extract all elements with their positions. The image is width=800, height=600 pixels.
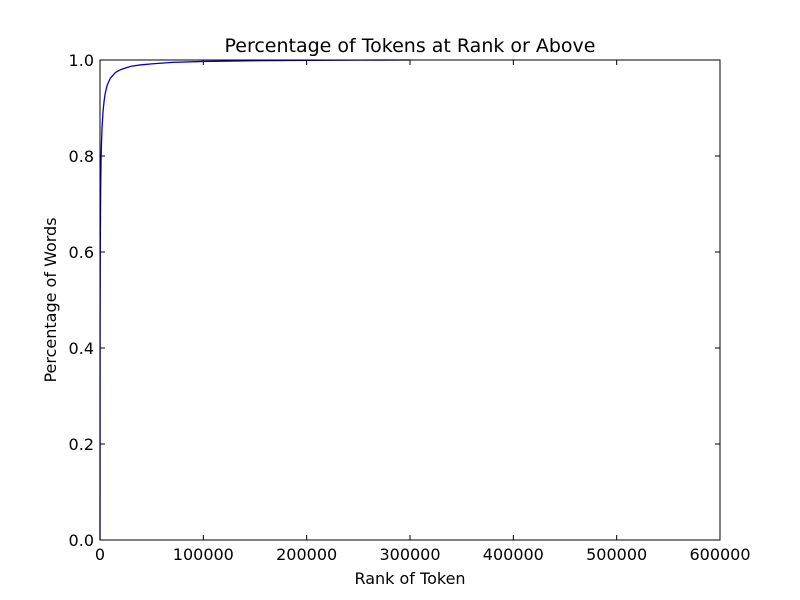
x-tick-label: 300000 xyxy=(379,545,440,564)
x-tick-label: 100000 xyxy=(173,545,234,564)
x-tick-label: 400000 xyxy=(483,545,544,564)
x-tick-label: 200000 xyxy=(276,545,337,564)
x-axis-label: Rank of Token xyxy=(354,569,465,588)
y-tick-label: 0.2 xyxy=(69,435,94,454)
x-tick-label: 600000 xyxy=(689,545,750,564)
y-tick-label: 0.8 xyxy=(69,147,94,166)
y-tick-label: 0.6 xyxy=(69,243,94,262)
chart-title: Percentage of Tokens at Rank or Above xyxy=(224,35,595,57)
series-line xyxy=(99,59,411,541)
y-tick-label: 1.0 xyxy=(69,51,94,70)
plot-frame xyxy=(99,59,721,541)
x-tick-label: 0 xyxy=(95,545,105,564)
y-tick-label: 0.0 xyxy=(69,531,94,550)
series-layer xyxy=(99,59,411,541)
x-tick-label: 500000 xyxy=(586,545,647,564)
y-axis-label: Percentage of Words xyxy=(41,217,60,382)
y-tick-label: 0.4 xyxy=(69,339,94,358)
ticks-layer: 0 100000 200000 300000 400000 500000 600000 0.0… xyxy=(69,51,751,564)
